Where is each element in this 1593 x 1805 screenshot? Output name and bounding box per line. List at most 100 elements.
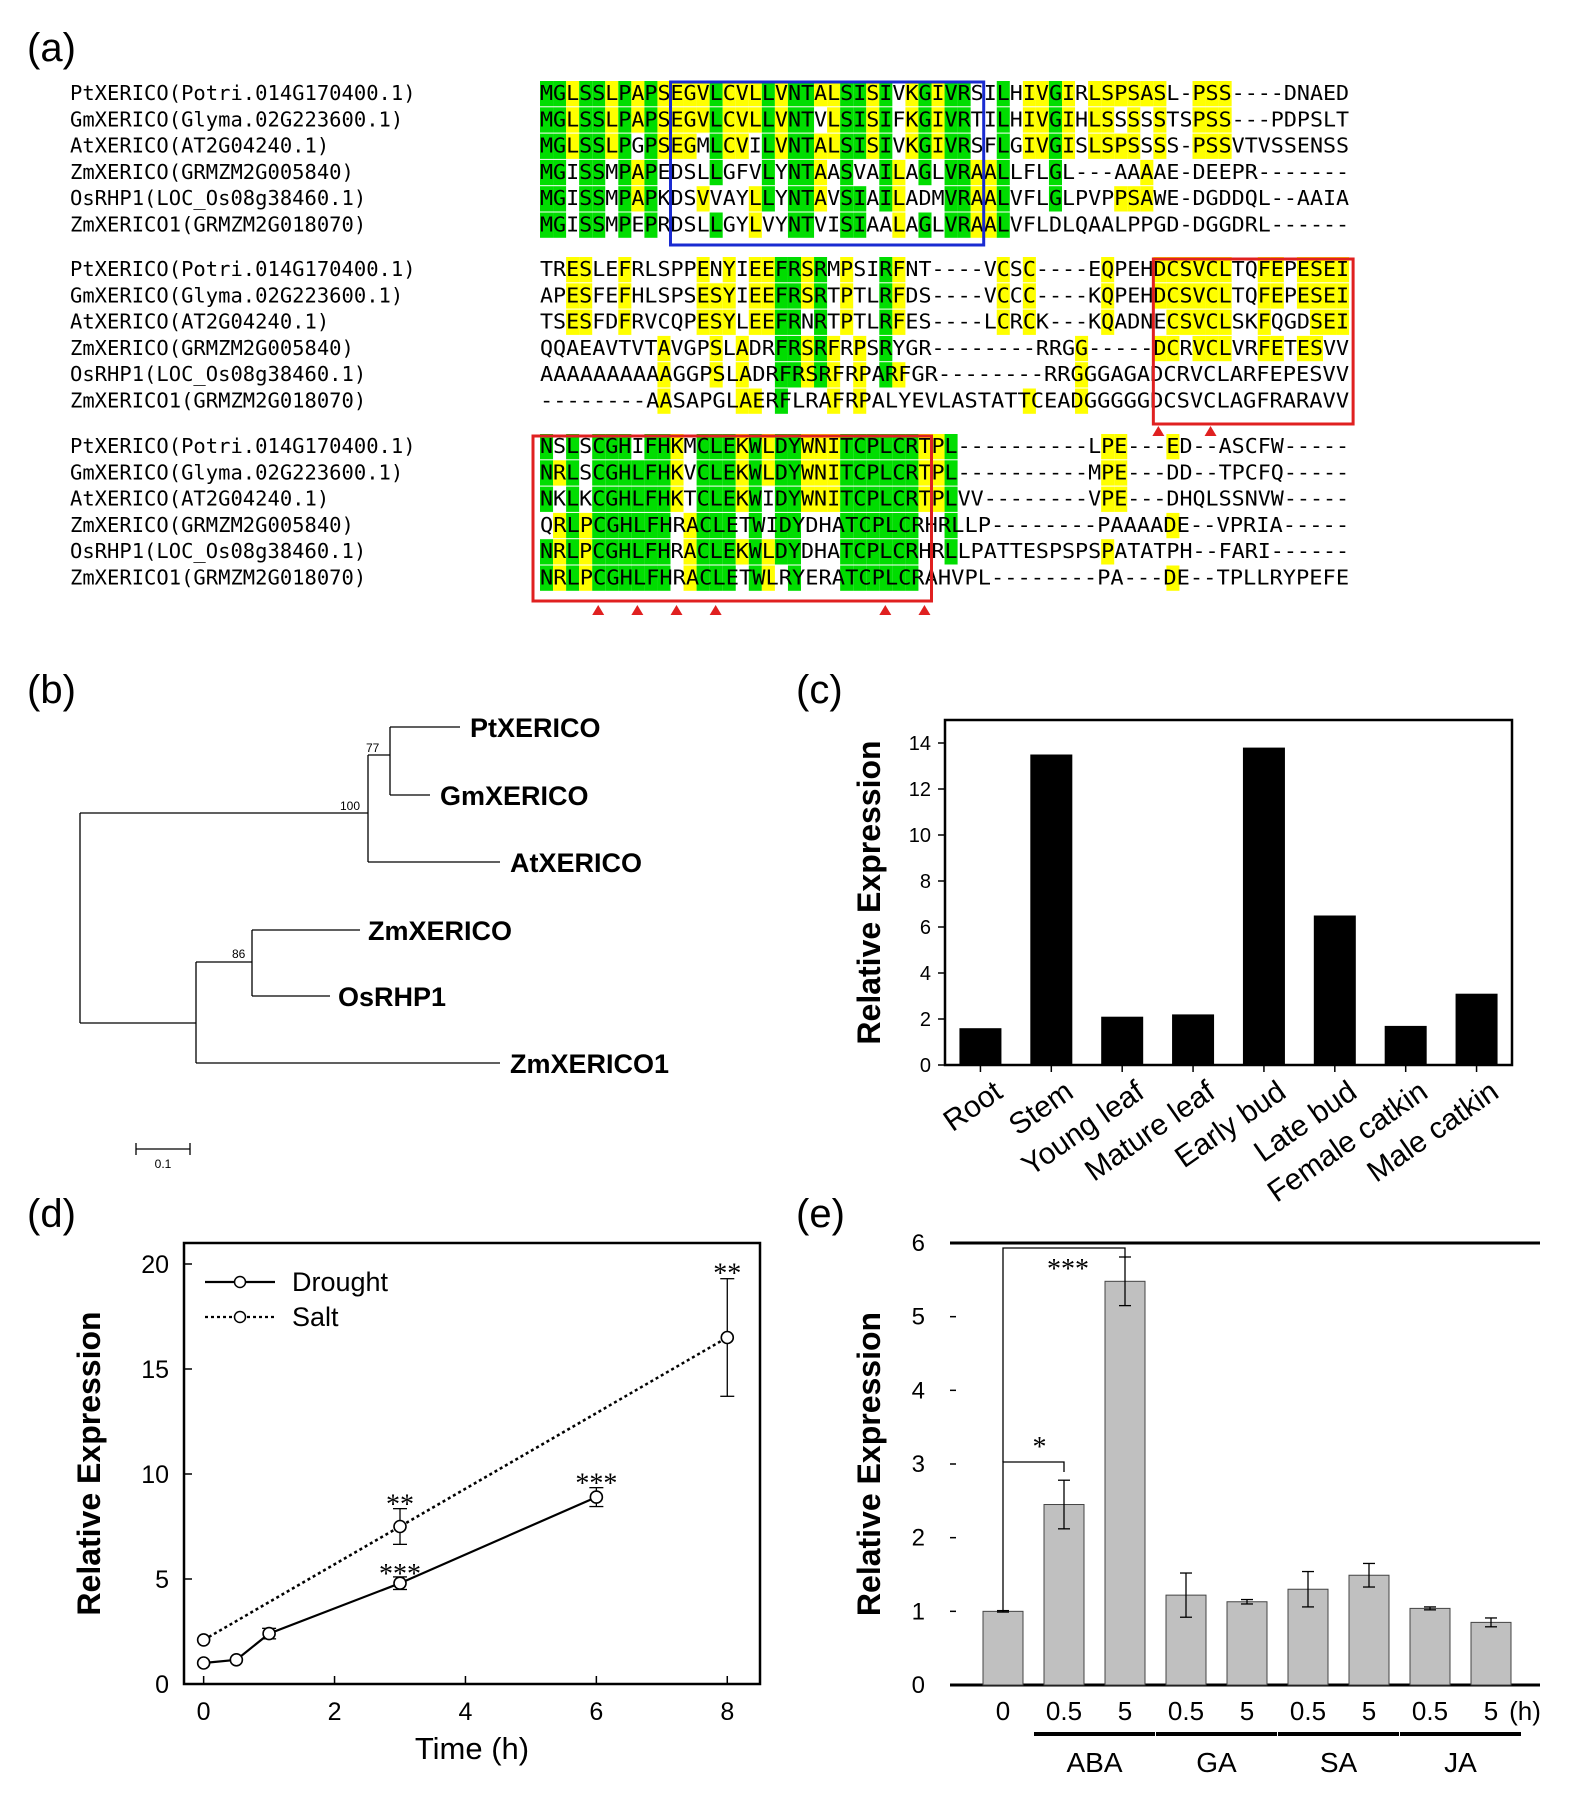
data-point xyxy=(720,1330,735,1345)
bar xyxy=(1101,1016,1144,1065)
sequence-name: PtXERICO(Potri.014G170400.1) xyxy=(70,81,416,105)
residue-shade xyxy=(657,486,671,512)
y-tick-label: 10 xyxy=(909,825,931,847)
conserved-residue-marker xyxy=(1204,426,1217,436)
residue-shade xyxy=(905,539,919,565)
residue-shade xyxy=(748,81,762,107)
residue-shade xyxy=(709,486,723,512)
residue-shade xyxy=(1323,283,1337,309)
residue-shade xyxy=(709,512,723,539)
residue-shade xyxy=(814,362,828,388)
residue-shade xyxy=(944,133,958,159)
sequence-row: NRLSCGHLFHKVCLEKWLDYWNITCPLCRTPL--------… xyxy=(540,460,1349,484)
residue-shade xyxy=(1166,283,1180,309)
residue-shade xyxy=(1166,335,1180,362)
bar xyxy=(1226,1601,1268,1686)
residue-shade xyxy=(787,186,801,212)
residue-shade xyxy=(879,434,893,460)
residue-shade xyxy=(1022,257,1036,283)
residue-shade xyxy=(657,388,671,414)
sequence-name: OsRHP1(LOC_Os08g38460.1) xyxy=(70,539,366,563)
residue-shade xyxy=(774,539,788,565)
residue-shade xyxy=(1257,309,1271,335)
residue-shade xyxy=(1296,257,1310,283)
sequence-row: QQAEAVTVTAVGPSLADRFRSRFRPSRYGR--------RR… xyxy=(540,336,1349,360)
residue-shade xyxy=(735,81,749,107)
residue-shade xyxy=(1218,81,1232,107)
y-tick-label: 0 xyxy=(155,1671,169,1699)
residue-shade xyxy=(814,159,828,186)
residue-shade xyxy=(553,81,567,107)
residue-shade xyxy=(631,486,645,512)
residue-shade xyxy=(1270,257,1284,283)
sequence-name: ZmXERICO(GRMZM2G005840) xyxy=(70,513,354,537)
panel-label-e: (e) xyxy=(796,1192,845,1236)
residue-shade xyxy=(801,186,815,212)
x-tick-label: Root xyxy=(938,1074,1009,1138)
residue-shade xyxy=(931,107,945,133)
residue-shade xyxy=(1022,81,1036,107)
sequence-name: AtXERICO(AT2G04240.1) xyxy=(70,134,329,158)
residue-shade xyxy=(957,186,971,212)
residue-shade xyxy=(709,460,723,486)
residue-shade xyxy=(918,107,932,133)
y-tick-label: 5 xyxy=(155,1566,169,1594)
residue-shade xyxy=(748,486,762,512)
residue-shade xyxy=(1323,257,1337,283)
legend-label: Salt xyxy=(292,1302,339,1332)
residue-shade xyxy=(1048,159,1062,186)
residue-shade xyxy=(618,512,632,539)
residue-shade xyxy=(618,539,632,565)
residue-shade xyxy=(840,81,854,107)
residue-shade xyxy=(970,186,984,212)
residue-shade xyxy=(801,486,815,512)
residue-shade xyxy=(853,133,867,159)
residue-shade xyxy=(566,133,580,159)
residue-shade xyxy=(696,257,710,283)
residue-shade xyxy=(827,486,841,512)
residue-shade xyxy=(931,486,945,512)
residue-shade xyxy=(761,565,775,591)
residue-shade xyxy=(853,434,867,460)
bootstrap-value: 86 xyxy=(232,947,246,961)
residue-shade xyxy=(1192,133,1206,159)
residue-shade xyxy=(553,186,567,212)
residue-shade xyxy=(553,159,567,186)
residue-shade xyxy=(814,81,828,107)
residue-shade xyxy=(1153,107,1167,133)
bar xyxy=(1172,1014,1215,1065)
residue-shade xyxy=(540,434,554,460)
sequence-name: OsRHP1(LOC_Os08g38460.1) xyxy=(70,362,366,386)
residue-shade xyxy=(774,460,788,486)
residue-shade xyxy=(696,434,710,460)
residue-shade xyxy=(787,81,801,107)
residue-shade xyxy=(722,434,736,460)
x-tick-label: 0.5 xyxy=(1412,1696,1448,1726)
residue-shade xyxy=(1309,257,1323,283)
residue-shade xyxy=(540,81,554,107)
bootstrap-value: 100 xyxy=(340,799,360,813)
residue-shade xyxy=(866,512,880,539)
residue-shade xyxy=(579,565,593,591)
residue-shade xyxy=(840,460,854,486)
residue-shade xyxy=(644,486,658,512)
residue-shade xyxy=(840,565,854,591)
x-tick-label: 5 xyxy=(1362,1696,1376,1726)
bar xyxy=(1409,1607,1451,1686)
residue-shade xyxy=(748,512,762,539)
residue-shade xyxy=(1257,335,1271,362)
residue-shade xyxy=(1309,335,1323,362)
residue-shade xyxy=(801,159,815,186)
residue-shade xyxy=(787,434,801,460)
residue-shade xyxy=(853,81,867,107)
residue-shade xyxy=(540,107,554,133)
residue-shade xyxy=(657,434,671,460)
residue-shade xyxy=(918,159,932,186)
residue-shade xyxy=(579,539,593,565)
y-axis-title: Relative Expression xyxy=(851,740,887,1044)
residue-shade xyxy=(540,133,554,159)
legend-marker xyxy=(233,1310,247,1324)
residue-shade xyxy=(1075,388,1089,414)
residue-shade xyxy=(566,539,580,565)
residue-shade xyxy=(787,133,801,159)
